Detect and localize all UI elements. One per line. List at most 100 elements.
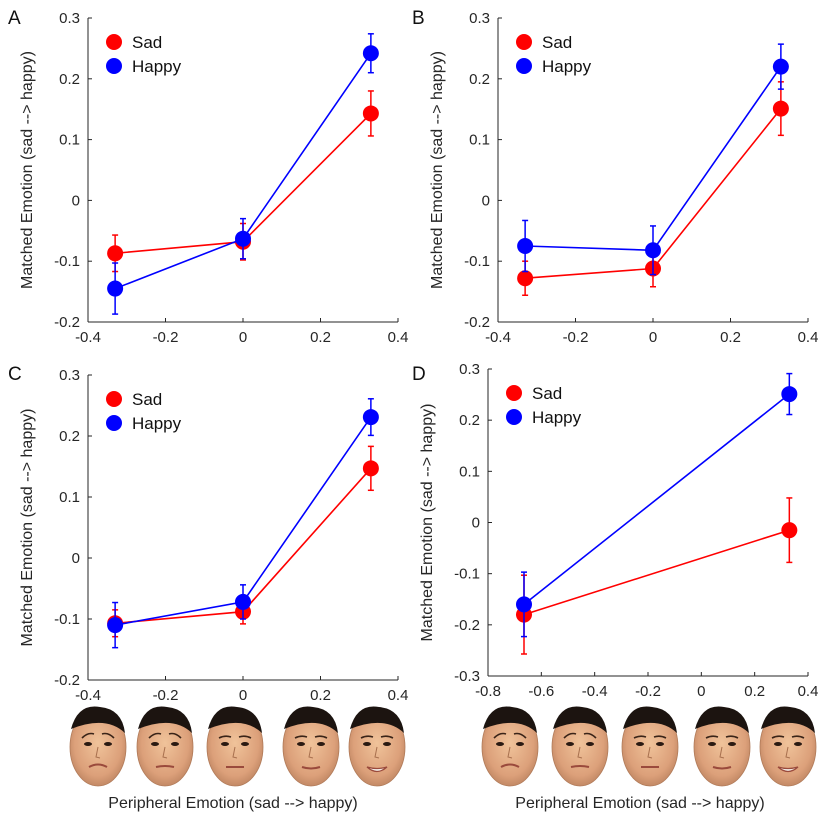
series-happy	[516, 372, 798, 638]
series-happy	[517, 43, 789, 276]
x-tick-label: 0	[239, 329, 247, 346]
x-tick-label: 0.4	[798, 329, 818, 346]
eyebrow	[583, 732, 597, 739]
face-image	[136, 706, 194, 787]
nose	[95, 746, 101, 759]
data-point	[362, 105, 379, 122]
face-image	[693, 706, 751, 787]
legend-label: Sad	[132, 390, 162, 409]
y-tick-label: 0.1	[459, 463, 480, 480]
data-point	[235, 230, 251, 247]
y-tick-label: -0.1	[454, 566, 480, 583]
x-tick-label: 0.2	[744, 683, 765, 700]
face-image	[621, 706, 679, 787]
series-sad	[516, 497, 798, 655]
legend-marker	[106, 391, 122, 407]
mouth	[777, 766, 799, 773]
face-image	[69, 706, 127, 787]
eye	[566, 742, 574, 746]
legend-label: Sad	[132, 33, 162, 52]
eye	[363, 742, 371, 746]
data-point	[517, 270, 534, 287]
y-axis-label: Matched Emotion (sad --> happy)	[419, 404, 436, 642]
hair	[695, 706, 749, 733]
legend: Sad Happy	[106, 390, 182, 433]
eyebrow	[294, 735, 308, 739]
eye	[656, 742, 664, 746]
x-tick-label: -0.2	[563, 329, 589, 346]
y-tick-label: 0	[472, 515, 480, 532]
eyebrow	[563, 732, 577, 739]
data-point	[516, 596, 532, 613]
series-happy	[107, 33, 379, 315]
data-point	[362, 460, 379, 477]
y-tick-label: 0.1	[59, 132, 80, 149]
x-tick-label: -0.4	[582, 683, 608, 700]
panel-letter: C	[8, 364, 22, 385]
eyebrow	[168, 732, 182, 739]
legend-marker	[516, 58, 532, 74]
x-tick-label: 0.2	[310, 687, 331, 704]
chart-panel-c: -0.4 -0.2 0 0.2 0.4-0.2-0.100.10.20.3Matched…	[8, 364, 408, 704]
x-tick-label: 0.4	[388, 687, 409, 704]
eyebrow	[380, 735, 394, 739]
face-image	[206, 706, 264, 787]
data-point	[781, 386, 798, 403]
eye	[151, 742, 159, 746]
legend-marker	[506, 385, 522, 401]
eyebrow	[81, 732, 95, 739]
x-tick-label: 0	[697, 683, 705, 700]
legend-label: Happy	[132, 414, 182, 433]
y-tick-label: 0.3	[459, 361, 480, 378]
y-tick-label: -0.2	[464, 314, 490, 331]
x-tick-label: -0.4	[485, 329, 511, 346]
eye	[171, 742, 179, 746]
eyebrow	[653, 735, 667, 739]
legend-marker	[516, 34, 532, 50]
eyebrow	[633, 735, 647, 739]
panel-letter: B	[412, 8, 425, 29]
mouth	[712, 766, 732, 770]
nose	[785, 746, 791, 759]
hair	[483, 706, 537, 733]
legend-marker	[106, 58, 122, 74]
y-tick-label: 0.1	[469, 132, 490, 149]
x-tick-label: 0	[239, 687, 247, 704]
y-tick-label: 0	[482, 192, 490, 209]
y-tick-label: 0.2	[59, 71, 80, 88]
x-tick-label: -0.8	[475, 683, 501, 700]
data-point	[235, 593, 251, 610]
y-axis-label: Matched Emotion (sad --> happy)	[19, 409, 36, 647]
x-tick-label: 0.2	[720, 329, 741, 346]
y-tick-label: -0.2	[54, 314, 80, 331]
hair	[208, 706, 262, 733]
data-point	[645, 242, 661, 259]
legend-marker	[106, 34, 122, 50]
eyebrow	[493, 732, 507, 739]
eyebrow	[360, 735, 374, 739]
face-image	[282, 706, 340, 787]
data-point	[772, 58, 789, 75]
face-image	[348, 706, 406, 787]
eyebrow	[791, 735, 805, 739]
legend-marker	[506, 409, 522, 425]
legend-marker	[106, 415, 122, 431]
nose	[232, 746, 238, 759]
y-tick-label: -0.1	[464, 253, 490, 270]
x-tick-label: 0.4	[798, 683, 818, 700]
chart-panel-d: -0.8 -0.6 -0.4 -0.2 0 0.2 0.4 -0.3 -0.2 -0.1 0 0.1 0…	[412, 361, 818, 700]
mouth	[155, 765, 175, 768]
y-tick-label: -0.1	[54, 611, 80, 628]
nose	[162, 746, 168, 759]
y-tick-label: 0.1	[59, 489, 80, 506]
nose	[507, 746, 513, 759]
hair	[623, 706, 677, 733]
data-point	[107, 245, 124, 262]
eye	[241, 742, 249, 746]
eye	[516, 742, 524, 746]
eye	[496, 742, 504, 746]
x-tick-label: 0.4	[388, 329, 409, 346]
nose	[647, 746, 653, 759]
x-tick-label: -0.2	[153, 687, 179, 704]
data-point	[781, 522, 798, 539]
